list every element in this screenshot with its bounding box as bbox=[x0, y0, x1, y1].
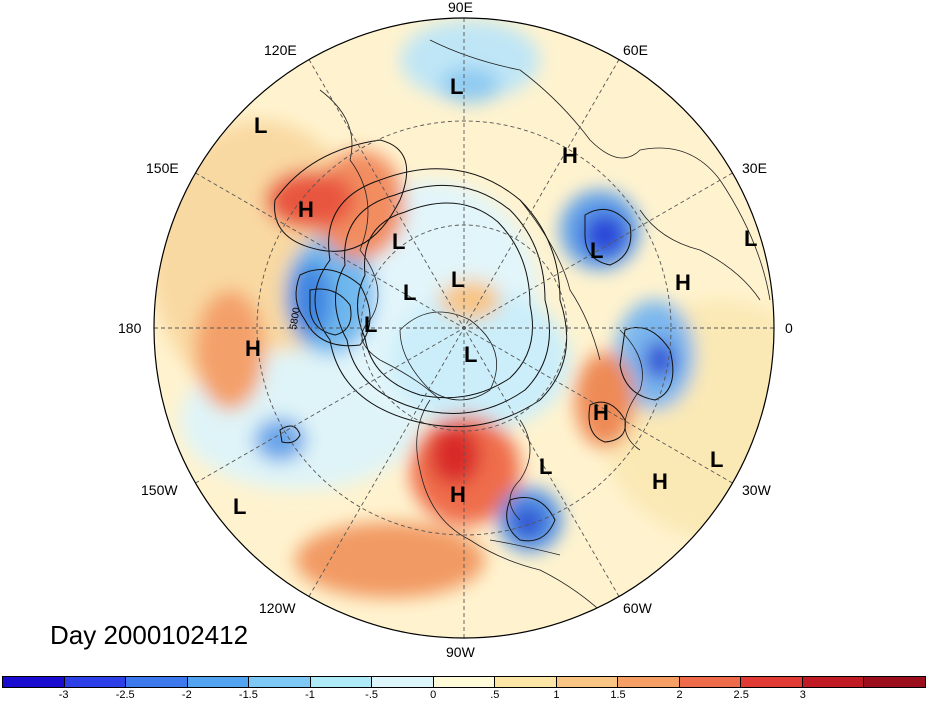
colorbar-tick-labels: -3 -2.5 -2 -1.5 -1 -.5 0 .5 1 1.5 2 2.5 3 bbox=[2, 689, 926, 702]
colorbar-swatch bbox=[495, 677, 557, 687]
colorbar-swatch bbox=[556, 677, 619, 687]
colorbar-swatch bbox=[741, 677, 803, 687]
colorbar-swatch bbox=[3, 677, 65, 687]
pressure-center: H bbox=[593, 400, 609, 425]
pressure-center: L bbox=[364, 312, 377, 337]
colorbar-tick-label: -1 bbox=[305, 689, 315, 701]
colorbar-tick-label: 3 bbox=[799, 689, 806, 701]
pressure-center: H bbox=[675, 270, 691, 295]
colorbar-swatch bbox=[187, 677, 250, 687]
pressure-center: L bbox=[254, 113, 267, 138]
colorbar-tick-label: -.5 bbox=[365, 689, 379, 701]
lon-label-120w: 120W bbox=[259, 600, 296, 616]
pressure-center: L bbox=[233, 494, 246, 519]
pressure-center: L bbox=[450, 74, 463, 99]
colorbar-tick-label: 1 bbox=[553, 689, 560, 701]
pressure-center: L bbox=[590, 238, 603, 263]
pressure-center: H bbox=[298, 197, 314, 222]
coastlines bbox=[319, 39, 771, 621]
lon-label-120e: 120E bbox=[264, 42, 297, 58]
map-boundary bbox=[153, 17, 775, 639]
pressure-center: L bbox=[451, 267, 464, 292]
lon-label-90e: 90E bbox=[448, 0, 473, 15]
lon-label-0: 0 bbox=[785, 320, 793, 336]
day-title: Day 2000102412 bbox=[50, 620, 249, 650]
pressure-center-markers: L L H H L L L L H L L H L H H L H L L bbox=[233, 74, 757, 519]
colorbar-swatch bbox=[433, 677, 496, 687]
contour-label: 5800 bbox=[288, 306, 303, 330]
lon-label-150w: 150W bbox=[141, 482, 178, 498]
colorbar-swatch bbox=[126, 677, 188, 687]
colorbar-tick-label: 2 bbox=[676, 689, 683, 701]
lon-label-60e: 60E bbox=[623, 42, 648, 58]
colorbar-swatch bbox=[618, 677, 680, 687]
graticule bbox=[154, 18, 774, 638]
pressure-center: L bbox=[392, 229, 405, 254]
colorbar-tick-label: -2 bbox=[181, 689, 192, 701]
lon-label-30w: 30W bbox=[742, 482, 772, 498]
pressure-center: L bbox=[539, 454, 552, 479]
lon-label-30e: 30E bbox=[742, 160, 767, 176]
lon-label-90w: 90W bbox=[446, 644, 476, 660]
colorbar-tick-label: 2.5 bbox=[733, 689, 749, 701]
pressure-center: L bbox=[403, 280, 416, 305]
lon-label-150e: 150E bbox=[146, 160, 179, 176]
lon-label-60w: 60W bbox=[623, 600, 653, 616]
colorbar-swatch bbox=[310, 677, 373, 687]
polar-stereographic-map: 5800 90E 60E 30E 0 30W 60W 90W 120W 150W… bbox=[118, 0, 793, 660]
colorbar-swatch bbox=[864, 677, 925, 687]
colorbar-tick-label: -1.5 bbox=[238, 689, 258, 701]
colorbar-swatch bbox=[802, 677, 865, 687]
colorbar-tick-label: 0 bbox=[430, 689, 437, 701]
pressure-center: L bbox=[464, 342, 477, 367]
colorbar-swatch bbox=[679, 677, 742, 687]
colorbar-swatch bbox=[64, 677, 127, 687]
pressure-center: H bbox=[652, 469, 668, 494]
pressure-center: H bbox=[450, 482, 466, 507]
colorbar-tick-label: -2.5 bbox=[115, 689, 135, 701]
pressure-center: L bbox=[744, 226, 757, 251]
longitude-labels: 90E 60E 30E 0 30W 60W 90W 120W 150W 180 … bbox=[118, 0, 793, 660]
pressure-center: L bbox=[710, 447, 723, 472]
pressure-center: H bbox=[562, 143, 578, 168]
height-contours bbox=[274, 139, 674, 542]
colorbar-tick-label: .5 bbox=[490, 689, 500, 701]
colorbar-swatch bbox=[249, 677, 311, 687]
pressure-center: H bbox=[245, 336, 261, 361]
colorbar-swatch bbox=[372, 677, 434, 687]
colorbar-tick-label: -3 bbox=[58, 689, 69, 701]
colorbar bbox=[2, 676, 926, 688]
anomaly-field bbox=[154, 18, 774, 638]
colorbar-tick-label: 1.5 bbox=[610, 689, 626, 701]
lon-label-180: 180 bbox=[118, 320, 142, 336]
